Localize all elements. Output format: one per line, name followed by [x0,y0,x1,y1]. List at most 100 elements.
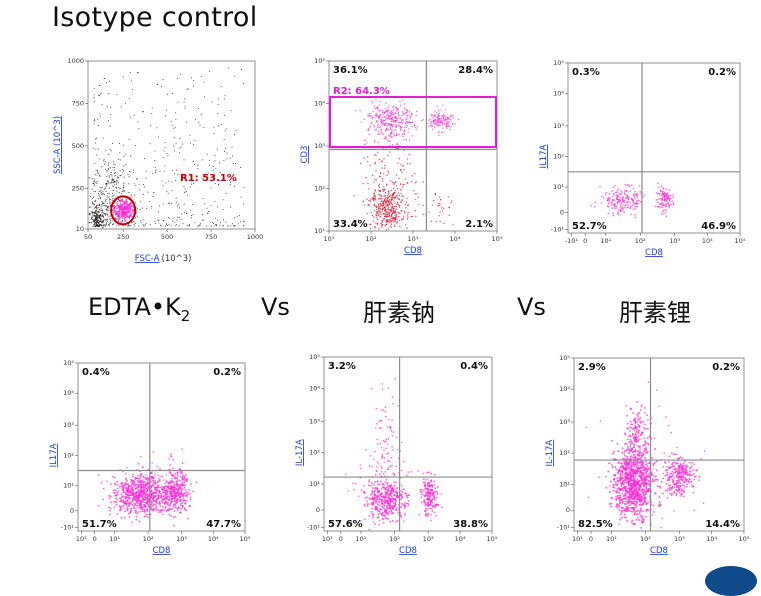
event-dot [127,494,129,496]
event-dot [618,492,620,494]
event-dot [375,227,376,228]
event-dot [397,134,398,135]
event-dot [594,206,596,208]
event-dot [171,474,173,476]
event-dot [208,211,209,212]
event-dot [599,186,601,188]
event-dot [97,170,98,171]
event-dot [122,172,123,173]
event-dot [439,196,440,197]
event-dot [190,143,191,144]
event-dot [109,497,111,499]
event-dot [403,520,405,522]
event-dot [611,464,613,466]
event-dot [625,461,627,463]
event-dot [145,224,146,225]
event-dot [387,155,388,156]
event-dot [405,123,406,124]
event-dot [395,118,396,119]
event-dot [404,514,406,516]
event-dot [224,115,225,116]
event-dot [151,208,152,209]
event-dot [385,488,387,490]
event-dot [627,196,629,198]
plot-frame [78,363,245,531]
event-dot [119,497,121,499]
event-dot [449,129,450,130]
event-dot [628,199,630,201]
event-dot [668,202,670,204]
event-dot [617,495,619,497]
event-dot [389,118,390,119]
event-dot [122,213,124,215]
event-dot [170,453,172,455]
event-dot [634,523,636,525]
event-dot [354,195,355,196]
event-dot [100,215,102,217]
event-dot [111,150,112,151]
event-dot [379,176,380,177]
event-dot [107,221,108,222]
event-dot [146,208,147,209]
event-dot [380,129,381,130]
event-dot [377,125,378,126]
event-dot [623,207,625,209]
event-dot [391,199,392,200]
event-dot [404,131,405,132]
event-dot [635,206,637,208]
event-dot [611,190,613,192]
event-dot [629,208,631,210]
event-dot [373,200,374,201]
event-dot [422,491,424,493]
event-dot [391,490,393,492]
event-dot [147,517,149,519]
event-dot [429,496,431,498]
event-dot [668,204,670,206]
event-dot [426,479,428,481]
event-dot [376,213,377,214]
event-dot [220,222,221,223]
event-dot [196,482,198,484]
event-dot [375,196,376,197]
event-dot [399,101,400,102]
event-dot [221,86,222,87]
event-dot [168,203,169,204]
event-dot [427,488,429,490]
event-dot [394,206,395,207]
event-dot [172,481,174,483]
event-dot [601,202,603,204]
event-dot [392,126,393,127]
event-dot [125,103,126,104]
event-dot [381,456,383,458]
event-dot [401,115,402,116]
x-tick-label: 0 [339,535,343,543]
event-dot [661,185,663,187]
event-dot [406,493,408,495]
event-dot [97,119,98,120]
event-dot [364,505,366,507]
event-dot [387,123,388,124]
event-dot [109,188,110,189]
event-dot [171,501,173,503]
event-dot [125,473,127,475]
event-dot [147,192,148,193]
event-dot [108,216,109,217]
event-dot [143,225,144,226]
event-dot [620,197,622,199]
event-dot [99,209,101,211]
event-dot [358,495,360,497]
event-dot [666,198,668,200]
event-dot [142,489,144,491]
event-dot [99,226,100,227]
event-dot [151,493,153,495]
y-tick-label: 0 [316,506,320,514]
event-dot [126,215,128,217]
x-tick-label: 10⁴ [702,237,713,245]
event-dot [176,202,177,203]
event-dot [188,88,189,89]
event-dot [411,216,412,217]
event-dot [438,110,439,111]
event-dot [119,175,120,176]
event-dot [94,94,95,95]
